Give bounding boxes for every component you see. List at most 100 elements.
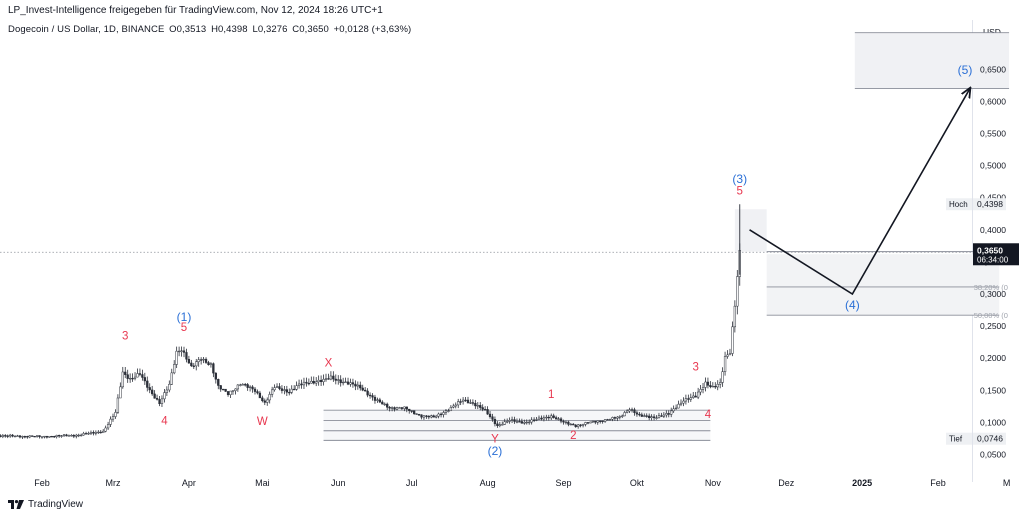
candle [645, 413, 648, 418]
price-tick-label: 0,2000 [980, 353, 1006, 363]
currency-label[interactable]: USD [983, 27, 1001, 37]
candle [635, 410, 639, 417]
candle [270, 386, 274, 398]
candle [346, 377, 350, 386]
price-tick-label: 0,1000 [980, 417, 1006, 427]
candle [454, 402, 457, 409]
candle-body [599, 420, 602, 422]
candle [248, 385, 252, 392]
candle-body [305, 381, 308, 384]
candle-body [99, 431, 102, 434]
candle [285, 385, 288, 396]
candle-body [390, 407, 394, 409]
candle [302, 377, 306, 389]
candle-body [643, 415, 646, 417]
candle-body [234, 388, 237, 391]
candle-body [45, 435, 49, 438]
candle [572, 423, 575, 426]
candle-body [630, 409, 634, 411]
candle-body [589, 421, 592, 424]
candle [545, 414, 548, 421]
candle [425, 415, 428, 419]
candle [667, 410, 670, 418]
candle-body [231, 390, 235, 392]
candle [682, 397, 685, 407]
candle [349, 378, 352, 387]
candle-body [219, 385, 222, 390]
candle [557, 416, 560, 421]
time-axis-label: Sep [555, 478, 571, 488]
candle [334, 374, 337, 385]
candle-body [488, 413, 492, 418]
candle [415, 413, 418, 415]
candle-body [114, 412, 117, 417]
candle [214, 372, 217, 384]
fib-label: 38,20% (0 [974, 283, 1008, 292]
candle-body [736, 276, 739, 307]
candle-body [317, 379, 320, 383]
wave-label-major: (3) [732, 172, 747, 186]
candle [567, 420, 570, 427]
candle-body [170, 372, 173, 385]
candle-body [719, 382, 722, 385]
candle-body [204, 358, 208, 363]
candle-body [660, 415, 663, 417]
candle-body [417, 413, 421, 416]
candle [297, 379, 301, 389]
candle-body [679, 402, 683, 405]
candle [474, 399, 477, 409]
candle-body [92, 432, 95, 434]
candle-body [430, 415, 433, 418]
candle [324, 373, 328, 382]
candle [82, 431, 85, 436]
candle-body [102, 430, 105, 434]
candle-body [491, 416, 494, 420]
symbol-name[interactable]: Dogecoin / US Dollar, 1D, BINANCE [8, 24, 165, 35]
candle-body [87, 433, 90, 435]
candle-body [207, 362, 210, 366]
candle [486, 406, 489, 415]
candle [696, 387, 700, 400]
candle-body [258, 392, 262, 399]
candle-body [312, 380, 315, 384]
candle [383, 402, 386, 406]
wave-label-minor: 1 [548, 389, 554, 401]
footer-brand[interactable]: TradingView [8, 499, 83, 510]
time-axis: Feb Mrz Apr Mai Jun Jul Aug Sep Okt Nov Dez 2025 Feb… [34, 478, 1010, 488]
candle [263, 398, 266, 406]
candle [55, 434, 58, 439]
candle [432, 414, 435, 418]
candle-body [283, 389, 286, 391]
candle [554, 415, 558, 420]
candle-body [72, 435, 75, 437]
candle-body [476, 405, 479, 407]
candle [393, 406, 396, 412]
candle-body [288, 391, 291, 394]
low-value: L0,3276 [252, 24, 288, 35]
price-axis-panel[interactable] [972, 20, 1024, 482]
candle [616, 416, 619, 422]
candle [493, 416, 497, 427]
candle [305, 377, 308, 387]
candle-body [195, 361, 198, 367]
candle-body [665, 413, 668, 416]
candle [99, 429, 102, 434]
candle [621, 414, 624, 419]
candle [80, 433, 83, 437]
close-value: C0,3650 [292, 24, 329, 35]
candle-body [315, 381, 318, 384]
candle-body [295, 385, 298, 390]
candle [92, 430, 95, 436]
candle-body [483, 409, 487, 411]
candle [16, 434, 19, 437]
candle-body [562, 420, 565, 423]
candle-body [124, 371, 127, 375]
candle-body [577, 424, 580, 427]
candle [515, 418, 519, 424]
candle [48, 435, 51, 438]
time-axis-label: Jul [406, 478, 418, 488]
candle [43, 435, 46, 439]
candle-body [226, 391, 230, 395]
candle [148, 383, 151, 394]
